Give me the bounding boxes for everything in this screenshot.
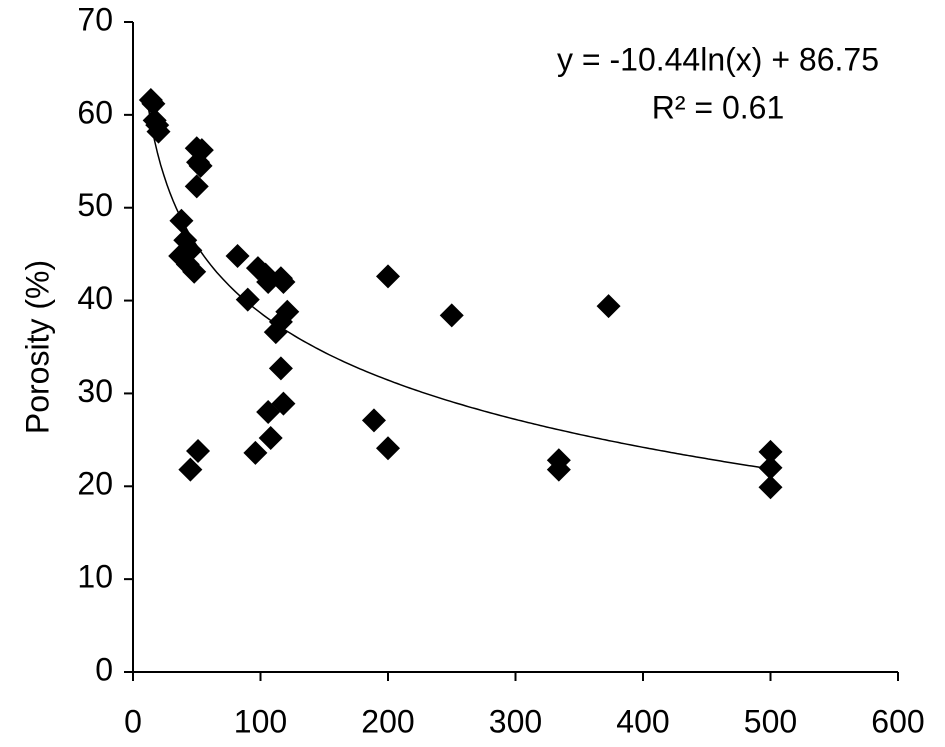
point bbox=[376, 264, 400, 289]
point bbox=[141, 91, 166, 116]
point bbox=[184, 174, 209, 199]
point bbox=[361, 408, 386, 433]
r-squared: R² = 0.61 bbox=[652, 89, 785, 125]
y-tick-label: 40 bbox=[77, 280, 113, 316]
point bbox=[758, 455, 783, 480]
point bbox=[178, 457, 203, 482]
point bbox=[758, 475, 783, 500]
point bbox=[182, 259, 207, 284]
y-tick-label: 30 bbox=[77, 373, 113, 409]
trendline bbox=[147, 107, 771, 470]
point bbox=[258, 426, 283, 450]
y-tick-label: 70 bbox=[77, 1, 113, 37]
point bbox=[268, 356, 293, 381]
y-axis-label: Porosity (%) bbox=[19, 260, 55, 434]
point bbox=[439, 303, 464, 328]
x-tick-label: 0 bbox=[124, 703, 142, 739]
y-tick-label: 60 bbox=[77, 94, 113, 130]
point bbox=[758, 439, 783, 464]
x-tick-label: 600 bbox=[871, 703, 924, 739]
point bbox=[376, 436, 400, 461]
point bbox=[263, 320, 288, 345]
y-tick-label: 10 bbox=[77, 559, 113, 595]
y-tick-label: 50 bbox=[77, 187, 113, 223]
y-tick-label: 20 bbox=[77, 466, 113, 502]
point bbox=[243, 440, 268, 465]
point bbox=[271, 270, 296, 294]
point bbox=[169, 208, 194, 233]
equation: y = -10.44ln(x) + 86.75 bbox=[557, 41, 879, 77]
x-tick-label: 500 bbox=[744, 703, 797, 739]
point bbox=[178, 238, 203, 263]
x-tick-label: 300 bbox=[489, 703, 542, 739]
point bbox=[256, 400, 281, 424]
point bbox=[146, 119, 171, 144]
point bbox=[188, 153, 213, 178]
point bbox=[225, 244, 250, 268]
point bbox=[186, 439, 211, 463]
point bbox=[235, 287, 260, 312]
x-tick-label: 100 bbox=[234, 703, 287, 739]
x-tick-label: 200 bbox=[361, 703, 414, 739]
x-tick-label: 400 bbox=[616, 703, 669, 739]
point bbox=[546, 457, 571, 482]
point bbox=[596, 294, 621, 319]
y-tick-label: 0 bbox=[95, 651, 113, 687]
